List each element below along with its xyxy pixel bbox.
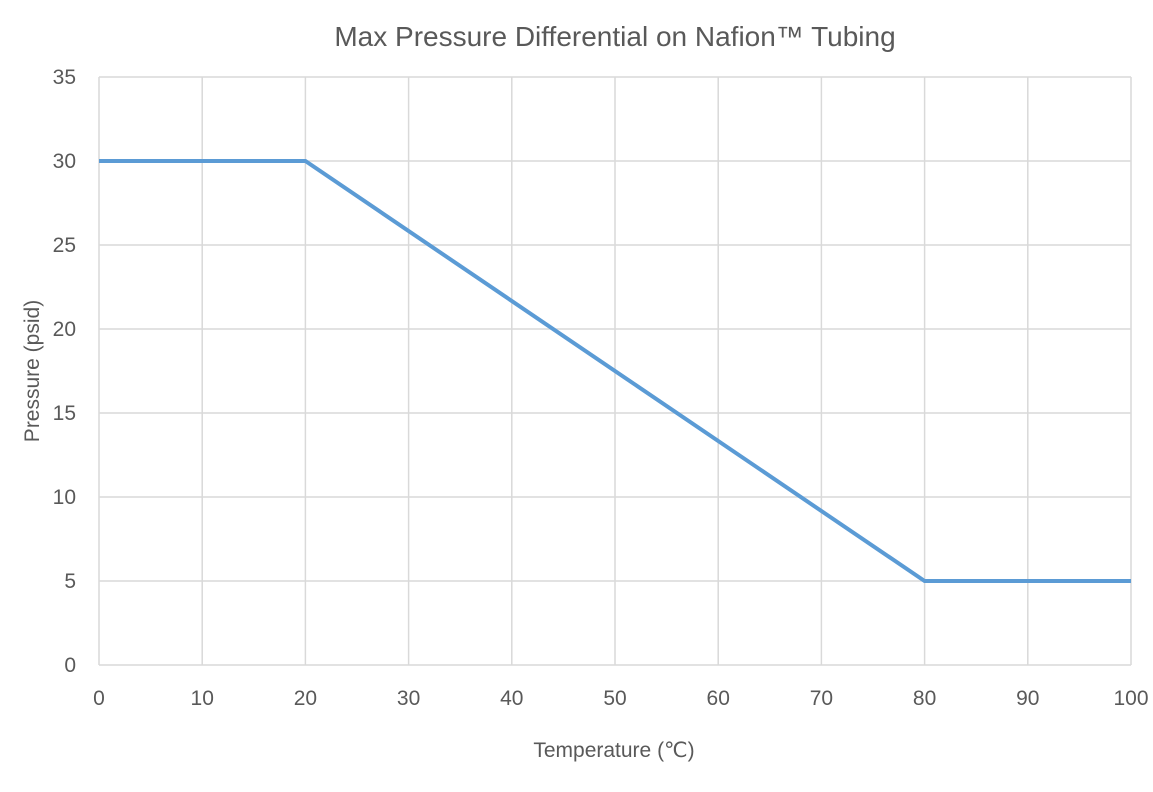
x-tick-label: 60	[707, 687, 730, 710]
x-axis-ticks: 0 10 20 30 40 50 60 70 80 90 100	[93, 687, 1148, 710]
x-tick-label: 80	[913, 687, 936, 710]
y-tick-label: 5	[64, 570, 76, 593]
y-tick-label: 30	[53, 150, 76, 173]
x-tick-label: 40	[500, 687, 523, 710]
x-tick-label: 20	[294, 687, 317, 710]
x-axis-label: Temperature (℃)	[533, 739, 694, 762]
chart-title: Max Pressure Differential on Nafion™ Tub…	[334, 21, 895, 52]
series-line	[99, 159, 1131, 583]
y-tick-label: 35	[53, 66, 76, 89]
x-tick-label: 0	[93, 687, 105, 710]
y-tick-label: 10	[53, 486, 76, 509]
x-tick-label: 100	[1113, 687, 1148, 710]
x-tick-label: 50	[603, 687, 626, 710]
y-tick-label: 25	[53, 234, 76, 257]
x-tick-label: 10	[191, 687, 214, 710]
y-tick-label: 0	[64, 654, 76, 677]
x-tick-label: 70	[810, 687, 833, 710]
x-tick-label: 30	[397, 687, 420, 710]
y-axis-label: Pressure (psid)	[21, 300, 44, 442]
x-tick-label: 90	[1016, 687, 1039, 710]
y-tick-label: 20	[53, 318, 76, 341]
y-axis-ticks: 0 5 10 15 20 25 30 35	[53, 66, 76, 677]
series-layer	[99, 159, 1131, 583]
y-tick-label: 15	[53, 402, 76, 425]
